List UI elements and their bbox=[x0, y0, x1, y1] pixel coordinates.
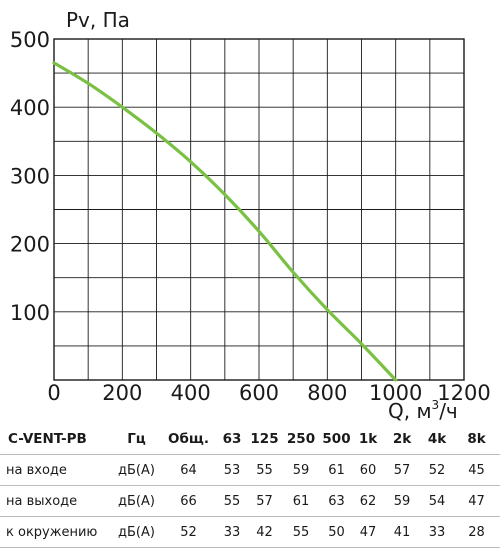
grid bbox=[54, 39, 464, 380]
value-cell: 55 bbox=[256, 462, 273, 478]
band-header-8k: 8k bbox=[467, 431, 486, 447]
band-header-4k: 4k bbox=[427, 431, 447, 447]
noise-spec-table: C-VENT-PB Гц Общ. 63 125 250 500 1k 2k 4… bbox=[0, 424, 500, 548]
hz-header: Гц bbox=[127, 431, 146, 447]
band-header-125: 125 bbox=[250, 431, 279, 447]
table-row-surroundings: к окружению дБ(А) 52 33 42 55 50 47 41 3… bbox=[0, 517, 500, 548]
x-tick-label: 800 bbox=[307, 381, 347, 405]
band-header-250: 250 bbox=[286, 431, 316, 447]
value-cell: 57 bbox=[393, 462, 411, 478]
value-cell: 55 bbox=[292, 524, 310, 540]
value-cell: 33 bbox=[428, 524, 446, 540]
value-cell: 42 bbox=[256, 524, 273, 540]
value-cell: 52 bbox=[428, 462, 446, 478]
x-tick-label: 600 bbox=[239, 381, 279, 405]
value-cell: 60 bbox=[359, 462, 377, 478]
band-header-1k: 1k bbox=[358, 431, 378, 447]
fan-curve-chart: 100 200 300 400 500 0 200 400 600 800 1000 1200 Pv,… bbox=[10, 8, 491, 423]
total-header: Общ. bbox=[168, 431, 209, 447]
value-cell: 53 bbox=[223, 462, 241, 478]
axes bbox=[53, 38, 465, 381]
x-tick-label: 0 bbox=[47, 381, 60, 405]
x-tick-label: 400 bbox=[171, 381, 211, 405]
value-cell: 61 bbox=[292, 493, 310, 509]
tick-labels: 100 200 300 400 500 0 200 400 600 800 1000 1200 bbox=[10, 28, 491, 405]
x-tick-label: 1000 bbox=[369, 381, 422, 405]
value-cell: 47 bbox=[468, 493, 485, 509]
row-label: на входе bbox=[6, 462, 67, 478]
table-header-row: C-VENT-PB Гц Общ. 63 125 250 500 1k 2k 4… bbox=[0, 424, 500, 455]
band-header-63: 63 bbox=[222, 431, 242, 447]
value-cell: 61 bbox=[328, 462, 345, 478]
x-axis-title-tail: /ч bbox=[439, 399, 458, 423]
value-cell: 33 bbox=[223, 524, 241, 540]
y-tick-label: 200 bbox=[10, 233, 50, 257]
value-cell: 41 bbox=[393, 524, 411, 540]
value-cell: 47 bbox=[359, 524, 377, 540]
value-cell: 28 bbox=[468, 524, 485, 540]
row-label: к окружению bbox=[6, 524, 98, 540]
x-tick-label: 1200 bbox=[437, 381, 490, 405]
x-axis-title: Q, м3/ч bbox=[388, 398, 458, 423]
band-header-500: 500 bbox=[322, 431, 351, 447]
value-cell: 59 bbox=[393, 493, 411, 509]
y-tick-label: 300 bbox=[10, 164, 50, 188]
model-header: C-VENT-PB bbox=[8, 431, 87, 447]
value-cell: 52 bbox=[180, 524, 197, 540]
value-cell: 54 bbox=[428, 493, 446, 509]
y-tick-label: 400 bbox=[10, 96, 50, 120]
value-cell: 62 bbox=[359, 493, 377, 509]
x-tick-label: 200 bbox=[102, 381, 142, 405]
y-tick-label: 500 bbox=[10, 28, 50, 52]
value-cell: 55 bbox=[223, 493, 241, 509]
unit-cell: дБ(А) bbox=[118, 493, 155, 509]
value-cell: 57 bbox=[256, 493, 273, 509]
unit-cell: дБ(А) bbox=[118, 524, 155, 540]
pressure-curve bbox=[52, 61, 398, 382]
plot-frame bbox=[53, 38, 465, 381]
value-cell: 64 bbox=[180, 462, 197, 478]
value-cell: 50 bbox=[328, 524, 345, 540]
unit-cell: дБ(А) bbox=[118, 462, 155, 478]
value-cell: 59 bbox=[292, 462, 310, 478]
value-cell: 63 bbox=[328, 493, 345, 509]
y-axis-title: Pv, Па bbox=[66, 8, 130, 32]
row-label: на выходе bbox=[6, 493, 78, 509]
table-row-inlet: на входе дБ(А) 64 53 55 59 61 60 57 52 4… bbox=[0, 455, 500, 486]
table-row-outlet: на выходе дБ(А) 66 55 57 61 63 62 59 54 … bbox=[0, 486, 500, 517]
x-axis-title-superscript: 3 bbox=[432, 398, 440, 412]
band-header-2k: 2k bbox=[392, 431, 412, 447]
series-layer bbox=[52, 61, 398, 382]
value-cell: 45 bbox=[468, 462, 485, 478]
value-cell: 66 bbox=[180, 493, 197, 509]
y-tick-label: 100 bbox=[10, 301, 50, 325]
x-axis-title-main: Q, м bbox=[388, 399, 432, 423]
